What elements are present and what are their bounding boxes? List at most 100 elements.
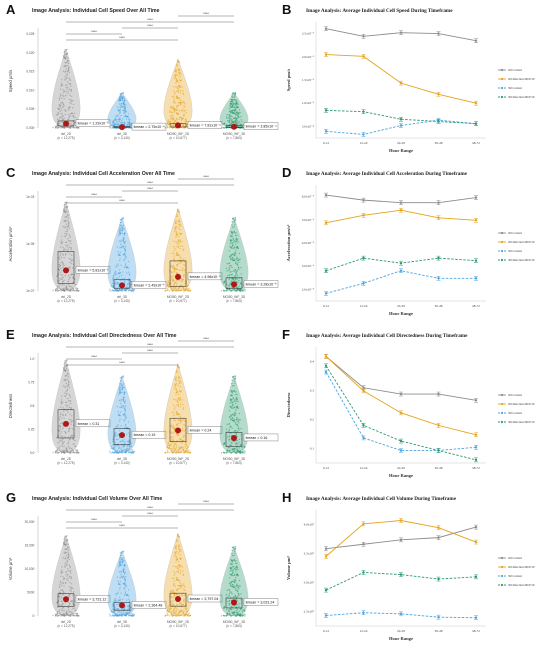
jitter-point [64,360,66,362]
jitter-point [60,116,62,119]
jitter-point [172,119,174,121]
x-n-label: (n = 3,140) [114,461,130,465]
jitter-point [111,127,113,129]
mean-label: x̄mean = 4.98x10⁻⁶ [189,275,221,279]
jitter-point [171,96,173,98]
jitter-point [119,93,122,95]
jitter-point [176,97,178,100]
y-tick-label: 0.025⁻ [26,32,36,36]
jitter-point [113,123,115,125]
jitter-point [72,614,75,617]
jitter-point [231,92,234,94]
jitter-point [167,450,169,452]
x-tick-label: 36-48 [435,629,443,633]
legend-label: 2D Control [508,68,522,72]
jitter-point [182,125,185,127]
data-point [399,612,403,616]
jitter-point [184,120,186,123]
x-n-label: (n = 12,275) [57,624,74,628]
jitter-point [173,93,176,95]
jitter-point [129,451,131,453]
jitter-point [70,88,72,91]
legend-label: 2D Control [508,393,522,397]
legend-label: 3D Infection MOI 50 [508,95,535,99]
x-tick-label: 12-24 [360,466,368,470]
jitter-point [59,99,61,101]
jitter-point [70,99,72,101]
x-n-label: (n = 12,275) [57,136,74,140]
x-n-label: (n = 7,863) [226,299,242,303]
jitter-point [171,116,173,119]
legend-marker [500,68,504,72]
y-tick-label: 4.0x10⁻⁶ [302,241,315,245]
legend-marker [500,231,504,235]
legend-label: 2D Control [508,556,522,560]
jitter-point [70,95,73,98]
jitter-point [125,118,128,121]
legend-label: 3D Infection MOI 50 [508,420,535,424]
jitter-point [164,127,166,129]
jitter-point [68,77,70,80]
y-tick-label: 10,000⁻ [25,567,37,571]
mean-label: x̄mean = 7.81x10⁻⁴ [189,123,221,127]
jitter-point [175,82,177,84]
jitter-point [71,106,74,109]
jitter-point [121,98,123,100]
line-chart-D: Image Analysis: Average Individual Cell … [286,171,535,316]
x-tick-label: 0-12 [323,141,330,145]
jitter-point [58,289,61,292]
jitter-point [111,615,113,617]
jitter-point [59,110,61,113]
jitter-point [61,102,63,104]
data-point [399,411,403,415]
panel-letter-C: C [6,165,16,180]
jitter-point [167,126,169,129]
jitter-point [62,94,64,96]
jitter-point [130,122,133,125]
jitter-point [220,290,223,292]
jitter-point [228,107,231,110]
jitter-point [167,123,170,126]
x-tick-label: ctrl_3D [117,132,128,136]
jitter-point [231,94,233,96]
jitter-point [59,88,62,90]
jitter-point [121,96,124,99]
mean-dot-ctrl_3D [119,124,125,131]
jitter-point [63,52,65,54]
legend-marker [500,86,504,90]
mean-dot-ctrl_3D [119,282,125,289]
significance-label: **** [147,24,153,28]
jitter-point [71,126,73,129]
data-point [362,571,365,574]
mean-dot-MOI50_INF_3D [231,281,237,288]
jitter-point [60,102,62,104]
legend-label: 3D Control [508,574,522,578]
jitter-point [56,613,59,615]
jitter-point [69,79,71,82]
jitter-point [234,546,237,548]
y-tick-label: 5.0x10⁻⁶ [302,218,315,222]
x-tick-label: 48-72 [472,629,480,633]
jitter-point [77,449,79,452]
legend-marker [500,420,504,424]
data-point [399,573,403,576]
jitter-point [177,96,179,99]
jitter-point [66,74,69,76]
jitter-point [226,615,228,617]
jitter-point [68,71,71,74]
jitter-point [63,56,65,59]
data-point [324,370,328,374]
jitter-point [60,112,62,115]
mean-label: x̄mean = 2,364.48 [133,603,162,607]
data-point [324,614,328,617]
jitter-point [112,290,115,292]
jitter-point [132,612,134,615]
jitter-point [122,106,124,108]
significance-label: **** [147,506,153,510]
jitter-point [66,81,69,83]
jitter-point [63,97,65,100]
jitter-point [174,91,176,94]
legend-marker [500,77,504,81]
y-axis-label: Directedness [286,392,291,417]
jitter-point [178,79,181,81]
